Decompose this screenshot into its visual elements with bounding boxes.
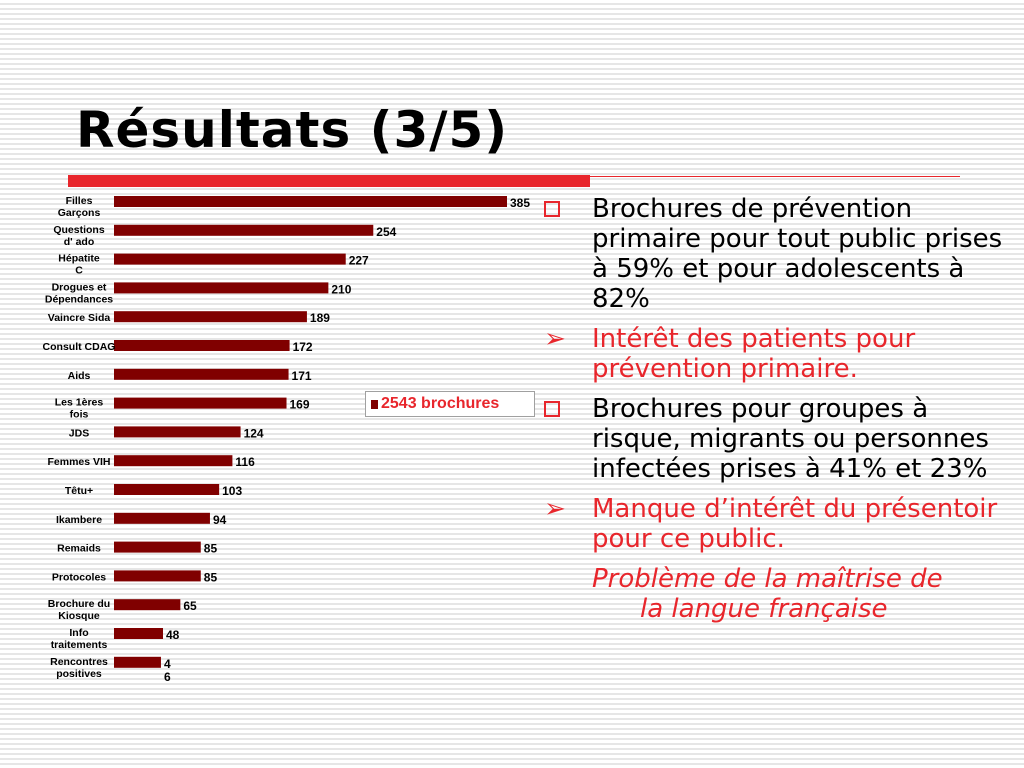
bar bbox=[114, 397, 287, 409]
bar bbox=[114, 570, 201, 582]
bar bbox=[114, 253, 346, 265]
value-label: 94 bbox=[213, 513, 227, 527]
category-label: Remaids bbox=[57, 543, 101, 555]
bullet-list: Brochures de prévention primaire pour to… bbox=[540, 194, 1020, 624]
value-label: 171 bbox=[292, 369, 312, 383]
category-label: Brochure du Kiosque bbox=[48, 598, 110, 622]
value-label: 385 bbox=[510, 196, 530, 210]
legend-swatch bbox=[371, 399, 378, 409]
square-bullet-icon bbox=[544, 401, 560, 417]
bar bbox=[114, 541, 201, 553]
note-line-1: Problème de la maîtrise de bbox=[592, 564, 943, 594]
title-underline-line bbox=[590, 176, 960, 177]
category-label: Hépatite C bbox=[58, 253, 100, 277]
bullet-text: Brochures pour groupes à risque, migrant… bbox=[592, 394, 989, 484]
value-label: 116 bbox=[235, 455, 255, 469]
bar bbox=[114, 340, 290, 351]
horizontal-bar-chart: 385 Filles Garçons 254 Questions d' ado 227 Hép… bbox=[43, 195, 531, 684]
bar bbox=[114, 196, 507, 207]
category-label: Aids bbox=[68, 370, 91, 382]
category-label: Questions d' ado bbox=[53, 224, 105, 248]
category-label: Femmes VIH bbox=[47, 456, 110, 468]
bullet-item: ➢ Intérêt des patients pour prévention p… bbox=[540, 324, 1020, 384]
category-label: Rencontres positives bbox=[50, 656, 108, 680]
bullet-text: Intérêt des patients pour prévention pri… bbox=[592, 324, 916, 384]
bullet-item: Brochures pour groupes à risque, migrant… bbox=[540, 394, 1020, 484]
bar bbox=[114, 311, 307, 323]
bullet-text: Brochures de prévention primaire pour to… bbox=[592, 194, 1003, 314]
value-label: 169 bbox=[290, 398, 310, 412]
category-label: Consult CDAG bbox=[43, 341, 116, 353]
arrow-bullet-icon: ➢ bbox=[544, 324, 566, 354]
chart-legend: 2543 brochures bbox=[365, 391, 535, 417]
value-label: 189 bbox=[310, 311, 330, 325]
value-label: 210 bbox=[331, 282, 351, 296]
bar bbox=[114, 656, 161, 668]
note-line-2: la langue française bbox=[640, 594, 888, 624]
arrow-bullet-icon: ➢ bbox=[544, 494, 566, 524]
bar bbox=[114, 426, 241, 438]
value-label: 254 bbox=[376, 225, 396, 239]
category-label: Filles Garçons bbox=[58, 195, 101, 219]
value-label: 48 bbox=[166, 628, 180, 642]
category-label: Vaincre Sida bbox=[48, 312, 111, 324]
bar bbox=[114, 455, 233, 467]
legend-label: 2543 brochures bbox=[381, 395, 500, 412]
bar bbox=[114, 484, 220, 495]
category-label: JDS bbox=[69, 427, 89, 439]
italic-note: Problème de la maîtrise de la langue fra… bbox=[540, 564, 1020, 624]
bar bbox=[114, 512, 210, 524]
bullet-item: Brochures de prévention primaire pour to… bbox=[540, 194, 1020, 314]
value-label: 124 bbox=[244, 426, 264, 440]
bar bbox=[114, 628, 163, 639]
bullet-text: Manque d’intérêt du présentoir pour ce p… bbox=[592, 494, 998, 554]
slide-title: Résultats (3/5) bbox=[76, 101, 509, 159]
title-underline-bar bbox=[68, 175, 590, 187]
category-label: Ikambere bbox=[56, 514, 102, 526]
category-label: Têtu+ bbox=[65, 485, 93, 497]
value-label: 227 bbox=[349, 254, 369, 268]
value-label: 85 bbox=[204, 542, 218, 556]
bar bbox=[114, 224, 374, 236]
square-bullet-icon bbox=[544, 201, 560, 217]
value-label: 65 bbox=[183, 599, 197, 613]
value-label: 172 bbox=[293, 340, 313, 354]
bar bbox=[114, 368, 289, 380]
category-label: Info traitements bbox=[51, 627, 108, 651]
bullet-item: ➢ Manque d’intérêt du présentoir pour ce… bbox=[540, 494, 1020, 554]
category-label: Les 1ères fois bbox=[55, 397, 104, 421]
value-label: 103 bbox=[222, 484, 242, 498]
category-label: Protocoles bbox=[52, 571, 106, 583]
bar bbox=[114, 599, 181, 611]
bar bbox=[114, 282, 329, 294]
category-label: Drogues et Dépendances bbox=[45, 281, 113, 305]
value-label: 85 bbox=[204, 570, 218, 584]
